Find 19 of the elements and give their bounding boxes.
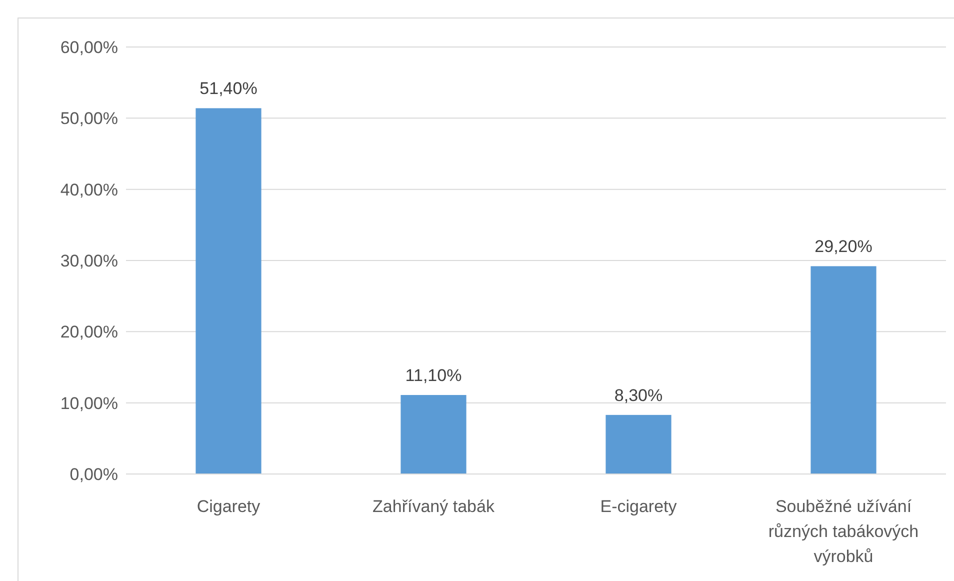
y-tick-label: 20,00%: [60, 322, 118, 342]
bar: [810, 266, 876, 474]
y-tick-label: 30,00%: [60, 251, 118, 270]
x-tick-label: E-cigarety: [600, 497, 678, 516]
y-tick-label: 40,00%: [60, 180, 118, 200]
y-tick-label: 60,00%: [60, 38, 118, 57]
y-tick-label: 0,00%: [70, 464, 118, 484]
data-label: 29,20%: [814, 237, 872, 256]
bar: [196, 108, 262, 474]
y-tick-label: 50,00%: [60, 109, 118, 128]
x-tick-label: Zahřívaný tabák: [372, 497, 495, 516]
data-label: 11,10%: [405, 366, 462, 386]
x-tick-label: Souběžné užívání různých tabákových výrobků: [768, 497, 919, 566]
y-tick-label: 10,00%: [60, 394, 118, 413]
bar: [400, 395, 466, 474]
data-label: 8,30%: [614, 386, 663, 405]
bar: [606, 414, 672, 474]
x-tick-label: Cigarety: [196, 497, 261, 516]
data-label: 51,40%: [200, 79, 258, 98]
